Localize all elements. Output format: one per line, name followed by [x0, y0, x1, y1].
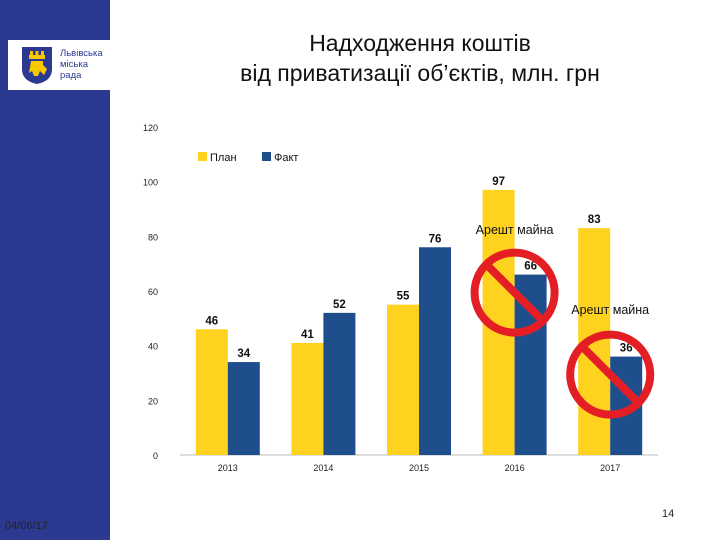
logo-line-3: рада — [60, 70, 82, 81]
annotation-label: Арешт майна — [571, 303, 649, 317]
data-label: 76 — [429, 233, 442, 245]
slide-title: Надходження коштів від приватизації об’є… — [160, 28, 680, 88]
slide-date: 04/06/17 — [5, 520, 48, 532]
y-tick-label: 60 — [148, 287, 158, 297]
legend-swatch — [262, 152, 271, 161]
logo-text: Львівська міська рада — [60, 48, 108, 81]
x-tick-label: 2014 — [313, 463, 333, 473]
bar — [419, 247, 451, 455]
data-label: 41 — [301, 329, 314, 341]
page-number: 14 — [662, 508, 675, 520]
data-label: 36 — [620, 343, 633, 355]
x-tick-label: 2013 — [218, 463, 238, 473]
data-label: 52 — [333, 299, 346, 311]
bar — [227, 362, 260, 455]
x-tick-label: 2017 — [600, 463, 620, 473]
legend-swatch — [198, 152, 207, 161]
y-tick-label: 100 — [143, 178, 158, 188]
annotation-label: Арешт майна — [476, 223, 554, 237]
bar — [387, 304, 419, 455]
bar — [323, 312, 356, 455]
bar-chart: 0 20 40 60 80 100 120 План Факт 46 34 2013 41 52 2014 5… — [143, 123, 658, 473]
y-tick-label: 120 — [143, 123, 158, 133]
data-label: 55 — [397, 291, 410, 303]
title-line-2: від приватизації об’єктів, млн. грн — [240, 60, 600, 86]
coat-of-arms-icon — [22, 47, 52, 84]
legend-label: План — [210, 152, 237, 164]
x-tick-label: 2015 — [409, 463, 429, 473]
data-label: 97 — [492, 176, 505, 188]
legend-label: Факт — [274, 152, 298, 164]
data-label: 83 — [588, 214, 601, 226]
x-tick-label: 2016 — [505, 463, 525, 473]
y-tick-label: 0 — [153, 451, 158, 461]
y-tick-label: 20 — [148, 396, 158, 406]
logo-line-2: міська — [60, 59, 88, 70]
y-tick-label: 40 — [148, 342, 158, 352]
title-line-1: Надходження коштів — [309, 30, 531, 56]
prohibition-sign-icon — [566, 330, 655, 419]
bar — [291, 342, 324, 455]
prohibition-sign-icon — [470, 248, 559, 337]
data-label: 46 — [205, 315, 218, 327]
sidebar — [0, 0, 110, 540]
bar — [195, 329, 228, 455]
logo-line-1: Львівська — [60, 48, 103, 59]
data-label: 34 — [237, 348, 250, 360]
data-label: 66 — [524, 261, 537, 273]
y-tick-label: 80 — [148, 232, 158, 242]
city-council-logo: Львівська міська рада — [8, 40, 110, 90]
